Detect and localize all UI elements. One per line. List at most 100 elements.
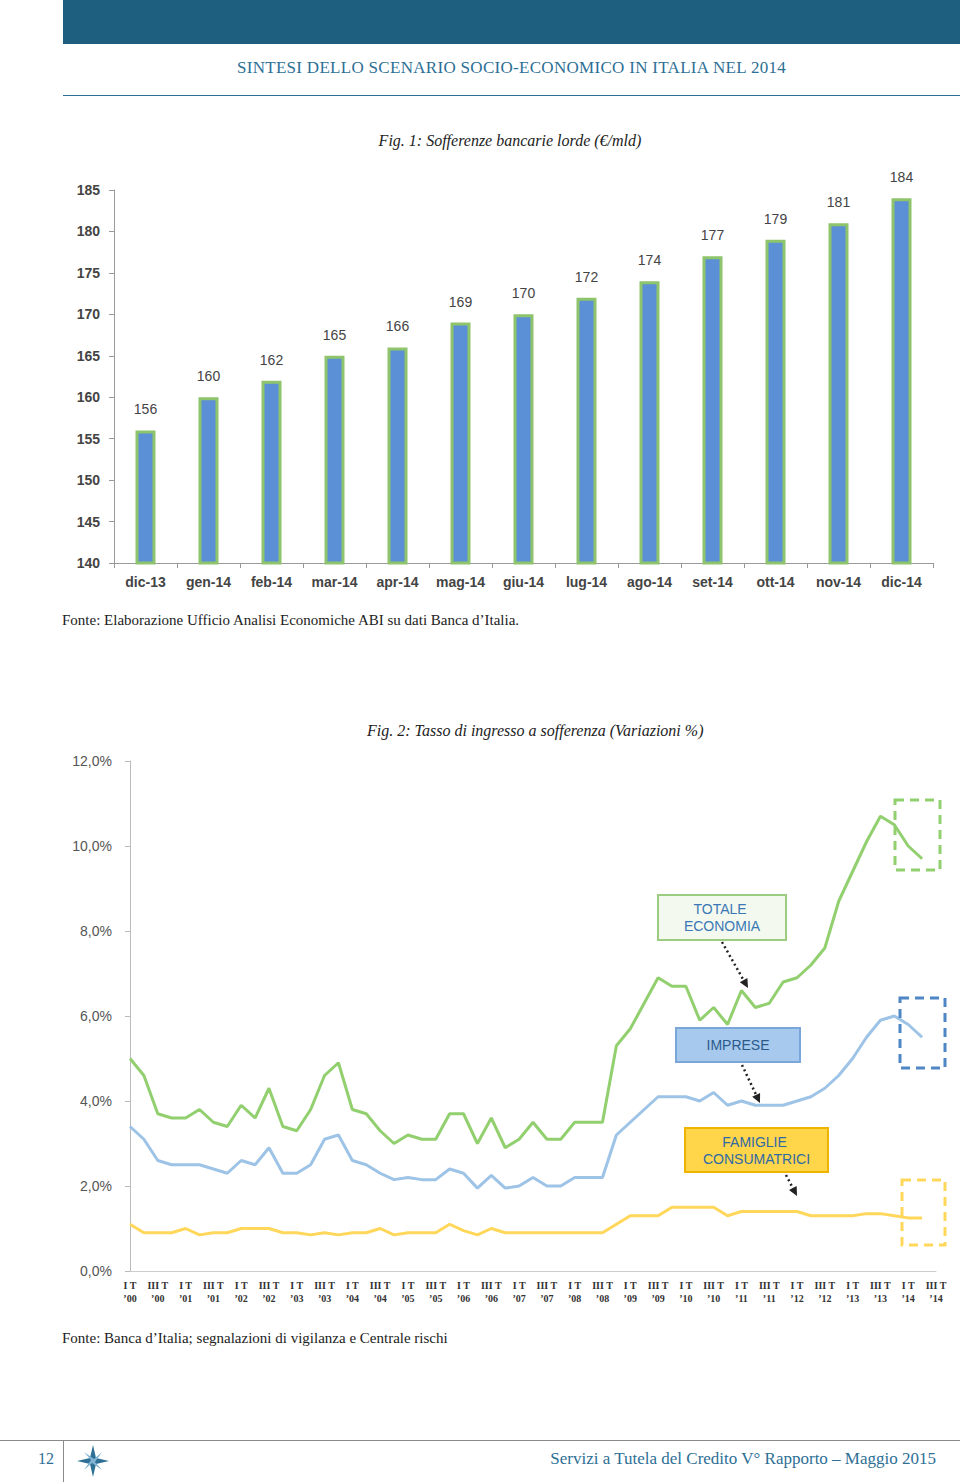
svg-text:170: 170	[77, 306, 101, 322]
svg-text:III T: III T	[926, 1280, 947, 1291]
svg-text:III T: III T	[370, 1280, 391, 1291]
svg-text:’00: ’00	[123, 1293, 136, 1304]
svg-text:’14: ’14	[929, 1293, 942, 1304]
svg-text:177: 177	[701, 227, 725, 243]
svg-text:162: 162	[260, 352, 284, 368]
svg-text:166: 166	[386, 318, 410, 334]
svg-text:’03: ’03	[290, 1293, 303, 1304]
svg-text:I T: I T	[124, 1280, 137, 1291]
svg-text:FAMIGLIE: FAMIGLIE	[722, 1134, 790, 1150]
svg-text:’04: ’04	[346, 1293, 359, 1304]
svg-text:155: 155	[77, 431, 101, 447]
svg-text:ECONOMIA: ECONOMIA	[684, 918, 761, 934]
svg-text:III T: III T	[703, 1280, 724, 1291]
svg-text:172: 172	[575, 269, 599, 285]
svg-text:’03: ’03	[318, 1293, 331, 1304]
svg-text:’01: ’01	[179, 1293, 192, 1304]
svg-text:giu-14: giu-14	[503, 574, 544, 590]
svg-text:nov-14: nov-14	[816, 574, 861, 590]
svg-text:’09: ’09	[651, 1293, 664, 1304]
svg-text:’05: ’05	[429, 1293, 442, 1304]
svg-text:175: 175	[77, 265, 101, 281]
svg-text:I T: I T	[679, 1280, 692, 1291]
svg-text:185: 185	[77, 182, 101, 198]
svg-text:III T: III T	[814, 1280, 835, 1291]
svg-text:TOTALE: TOTALE	[693, 901, 750, 917]
svg-text:’07: ’07	[540, 1293, 553, 1304]
svg-text:dic-14: dic-14	[881, 574, 922, 590]
svg-text:lug-14: lug-14	[566, 574, 607, 590]
svg-text:’14: ’14	[902, 1293, 915, 1304]
svg-text:169: 169	[449, 294, 473, 310]
svg-text:140: 140	[77, 555, 101, 571]
svg-text:I T: I T	[568, 1280, 581, 1291]
svg-text:4,0%: 4,0%	[80, 1093, 112, 1109]
svg-text:160: 160	[197, 368, 221, 384]
svg-text:I T: I T	[791, 1280, 804, 1291]
svg-text:’04: ’04	[373, 1293, 386, 1304]
svg-text:I T: I T	[513, 1280, 526, 1291]
svg-text:’10: ’10	[707, 1293, 720, 1304]
svg-text:’12: ’12	[790, 1293, 803, 1304]
svg-text:’02: ’02	[262, 1293, 275, 1304]
svg-text:dic-13: dic-13	[125, 574, 166, 590]
svg-text:’08: ’08	[596, 1293, 609, 1304]
svg-text:150: 150	[77, 472, 101, 488]
svg-text:set-14: set-14	[692, 574, 733, 590]
svg-text:ago-14: ago-14	[627, 574, 672, 590]
svg-text:’05: ’05	[401, 1293, 414, 1304]
svg-text:’13: ’13	[846, 1293, 859, 1304]
svg-text:apr-14: apr-14	[376, 574, 418, 590]
svg-text:’09: ’09	[624, 1293, 637, 1304]
svg-text:’07: ’07	[512, 1293, 525, 1304]
svg-text:184: 184	[890, 169, 914, 185]
svg-text:IMPRESE: IMPRESE	[706, 1037, 769, 1053]
svg-text:III T: III T	[537, 1280, 558, 1291]
svg-text:ott-14: ott-14	[756, 574, 794, 590]
svg-text:8,0%: 8,0%	[80, 923, 112, 939]
svg-text:0,0%: 0,0%	[80, 1263, 112, 1279]
svg-text:I T: I T	[290, 1280, 303, 1291]
svg-text:III T: III T	[870, 1280, 891, 1291]
svg-text:III T: III T	[203, 1280, 224, 1291]
svg-text:’00: ’00	[151, 1293, 164, 1304]
svg-text:181: 181	[827, 194, 851, 210]
svg-text:174: 174	[638, 252, 662, 268]
svg-text:III T: III T	[259, 1280, 280, 1291]
svg-text:I T: I T	[624, 1280, 637, 1291]
svg-text:I T: I T	[457, 1280, 470, 1291]
svg-text:III T: III T	[648, 1280, 669, 1291]
svg-text:179: 179	[764, 211, 788, 227]
svg-text:’02: ’02	[235, 1293, 248, 1304]
svg-text:III T: III T	[481, 1280, 502, 1291]
svg-text:170: 170	[512, 285, 536, 301]
svg-text:III T: III T	[314, 1280, 335, 1291]
svg-text:’08: ’08	[568, 1293, 581, 1304]
svg-text:’13: ’13	[874, 1293, 887, 1304]
svg-text:165: 165	[77, 348, 101, 364]
svg-text:III T: III T	[759, 1280, 780, 1291]
svg-text:165: 165	[323, 327, 347, 343]
svg-text:’11: ’11	[763, 1293, 776, 1304]
svg-text:I T: I T	[346, 1280, 359, 1291]
svg-text:’12: ’12	[818, 1293, 831, 1304]
svg-text:’11: ’11	[735, 1293, 748, 1304]
svg-text:III T: III T	[425, 1280, 446, 1291]
svg-text:gen-14: gen-14	[186, 574, 231, 590]
svg-text:’06: ’06	[457, 1293, 470, 1304]
svg-text:10,0%: 10,0%	[72, 838, 112, 854]
svg-text:III T: III T	[592, 1280, 613, 1291]
svg-text:III T: III T	[147, 1280, 168, 1291]
svg-text:’01: ’01	[207, 1293, 220, 1304]
svg-text:’10: ’10	[679, 1293, 692, 1304]
svg-text:’06: ’06	[485, 1293, 498, 1304]
svg-text:145: 145	[77, 514, 101, 530]
svg-text:CONSUMATRICI: CONSUMATRICI	[703, 1151, 810, 1167]
svg-text:I T: I T	[179, 1280, 192, 1291]
svg-text:I T: I T	[846, 1280, 859, 1291]
svg-text:12,0%: 12,0%	[72, 753, 112, 769]
svg-text:180: 180	[77, 223, 101, 239]
svg-text:mag-14: mag-14	[436, 574, 485, 590]
svg-text:I T: I T	[735, 1280, 748, 1291]
svg-text:160: 160	[77, 389, 101, 405]
